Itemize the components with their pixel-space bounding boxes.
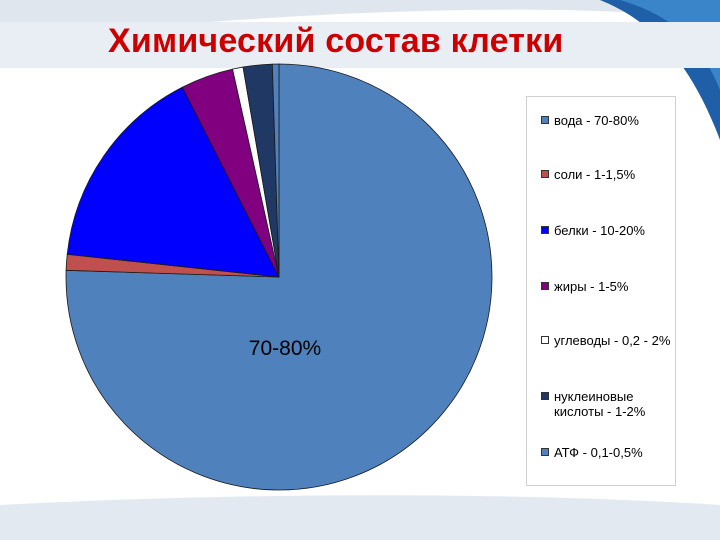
pie-slices	[65, 63, 493, 491]
legend-item-5: нуклеиновые кислоты - 1-2%	[541, 389, 673, 419]
bottom-wave	[0, 495, 720, 540]
legend-label-0: вода - 70-80%	[554, 113, 639, 128]
legend-swatch-2	[541, 226, 549, 234]
legend-label-4: углеводы - 0,2 - 2%	[554, 333, 671, 348]
legend-item-1: соли - 1-1,5%	[541, 167, 673, 182]
legend-item-6: АТФ - 0,1-0,5%	[541, 445, 673, 460]
legend-swatch-0	[541, 116, 549, 124]
pie-slice-6	[271, 63, 280, 278]
legend-label-1: соли - 1-1,5%	[554, 167, 636, 182]
slide-title: Химический состав клетки	[108, 22, 564, 60]
pie-slice-2	[66, 86, 280, 278]
legend-item-0: вода - 70-80%	[541, 113, 673, 128]
legend-item-4: углеводы - 0,2 - 2%	[541, 333, 673, 348]
legend-swatch-4	[541, 336, 549, 344]
chart-legend: вода - 70-80% соли - 1-1,5% белки - 10-20%…	[526, 96, 676, 486]
legend-swatch-6	[541, 448, 549, 456]
top-wave	[0, 0, 720, 40]
legend-item-3: жиры - 1-5%	[541, 279, 673, 294]
legend-swatch-5	[541, 392, 549, 400]
legend-swatch-3	[541, 282, 549, 290]
legend-label-2: белки - 10-20%	[554, 223, 645, 238]
legend-item-2: белки - 10-20%	[541, 223, 673, 238]
legend-label-3: жиры - 1-5%	[554, 279, 629, 294]
title-band	[0, 22, 720, 68]
slice-data-label: 70-80%	[249, 337, 321, 360]
legend-swatch-1	[541, 170, 549, 178]
legend-label-5: нуклеиновые кислоты - 1-2%	[554, 389, 646, 419]
legend-label-6: АТФ - 0,1-0,5%	[554, 445, 643, 460]
